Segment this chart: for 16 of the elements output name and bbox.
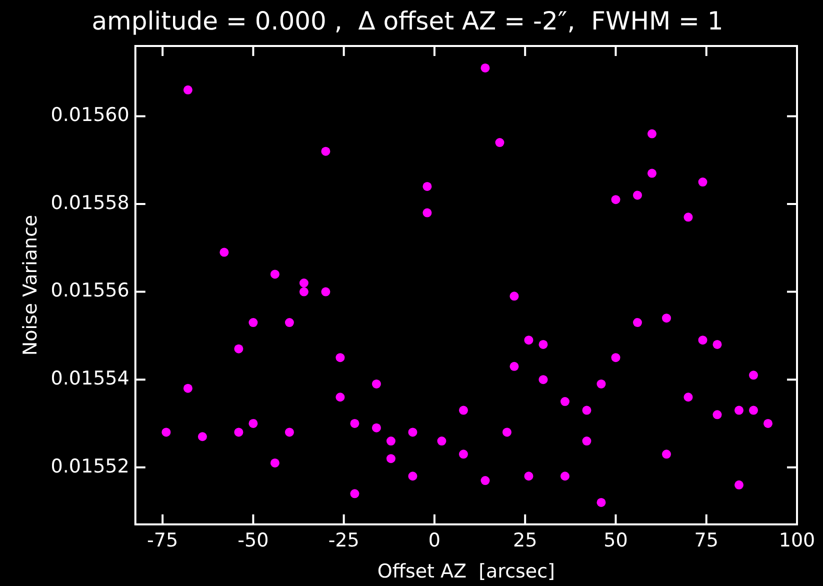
x-tick-label: 0 (428, 530, 441, 552)
x-tick-label: 25 (513, 530, 538, 552)
chart-title: amplitude = 0.000 , Δ offset AZ = -2″, FWHM = 1 (92, 6, 724, 36)
x-tick-label: -75 (147, 530, 178, 552)
x-tick-label: 50 (604, 530, 628, 552)
y-tick-label: 0.01554 (50, 368, 130, 390)
y-axis-title: Noise Variance (19, 214, 42, 356)
y-tick-label: 0.01558 (50, 192, 130, 214)
y-tick-label: 0.01560 (50, 104, 130, 126)
x-tick-label: 100 (778, 530, 816, 552)
x-tick-label: -25 (328, 530, 360, 552)
y-tick-label: 0.01552 (50, 455, 130, 478)
x-tick-label: 75 (694, 530, 718, 552)
x-tick-label: -50 (238, 530, 269, 552)
x-axis-title: Offset AZ [arcsec] (377, 560, 555, 583)
y-tick-label: 0.01556 (50, 280, 130, 302)
